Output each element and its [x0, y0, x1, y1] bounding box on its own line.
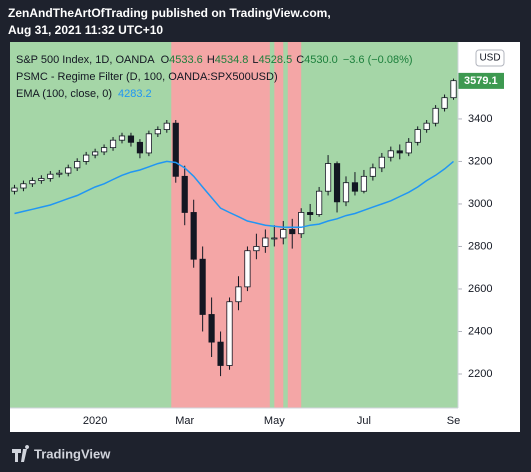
candle-body	[289, 229, 296, 235]
candle-body	[423, 122, 430, 130]
y-tick-label: 2600	[468, 283, 492, 295]
y-tick-label: 3000	[468, 198, 492, 210]
candle-body	[244, 250, 251, 288]
candle-body	[235, 286, 242, 303]
candle-body	[360, 175, 368, 192]
x-tick-label: 2020	[83, 415, 107, 427]
ohlc-value: 4528.5	[259, 54, 293, 66]
ema-line	[14, 160, 454, 229]
ohlc-value: 4530.0	[304, 54, 338, 66]
candle-body	[396, 150, 403, 154]
ema-value: 4283.2	[118, 88, 152, 100]
candle-body	[280, 229, 287, 239]
ohlc-key: O	[161, 54, 170, 66]
candle-body	[38, 178, 45, 181]
candle-body	[92, 151, 99, 156]
ohlc-key: C	[296, 54, 304, 66]
candle-body	[109, 139, 117, 149]
candle-body	[136, 141, 144, 154]
regime-zone	[274, 42, 284, 408]
candle-body	[154, 129, 161, 135]
candle-body	[316, 190, 323, 215]
x-tick-label: Jul	[357, 415, 371, 427]
candle-body	[65, 167, 72, 174]
candle-body	[29, 180, 36, 185]
candle-body	[208, 314, 215, 343]
candle-body	[441, 97, 448, 109]
plot	[10, 42, 458, 408]
footer-logo: TradingView	[12, 445, 111, 462]
candle-body	[199, 258, 206, 315]
candle-body	[450, 80, 457, 99]
publisher: ZenAndTheArtOfTrading published on Tradi…	[8, 6, 331, 20]
y-tick-label: 2200	[468, 368, 492, 380]
candle-body	[83, 154, 90, 162]
candle-body	[47, 173, 54, 179]
y-tick-label: 3400	[468, 113, 492, 125]
candle-body	[127, 135, 135, 143]
y-tick-label: 2800	[468, 240, 492, 252]
candle-body	[11, 187, 18, 192]
last-price: 3579.1	[464, 75, 498, 87]
legend-symbol: S&P 500 Index, 1D, OANDA O4533.6 H4534.8 L4…	[16, 54, 413, 66]
currency-box	[475, 49, 505, 67]
candle-body	[369, 167, 376, 177]
candle-body	[432, 107, 439, 124]
publish-date: Aug 31, 2021 11:32 UTC+10	[8, 23, 163, 37]
candle-body	[307, 212, 314, 215]
candle-body	[333, 163, 341, 203]
symbol: S&P 500 Index, 1D, OANDA	[16, 54, 155, 66]
legend-indicator: PSMC - Regime Filter (D, 100, OANDA:SPX5…	[16, 71, 278, 83]
ema-name: EMA (100, close, 0)	[16, 88, 112, 100]
candle-body	[145, 133, 152, 154]
change: −3.6 (−0.08%)	[343, 54, 413, 66]
candle-body	[253, 246, 260, 252]
ohlc-value: 4534.8	[215, 54, 249, 66]
candle-body	[324, 163, 332, 192]
candle-body	[414, 129, 421, 143]
legend-ema: EMA (100, close, 0) 4283.2	[16, 88, 152, 100]
candle-body	[298, 212, 305, 235]
x-tick-label: Mar	[175, 415, 194, 427]
candle-body	[262, 237, 269, 247]
ohlc-key: L	[252, 54, 258, 66]
candle-body	[100, 147, 108, 153]
ohlc-key: H	[207, 54, 215, 66]
candle-body	[226, 301, 233, 366]
candle-body	[181, 175, 188, 213]
candle-body	[56, 172, 63, 175]
x-tick-label: May	[264, 415, 285, 427]
candle-body	[163, 122, 170, 130]
candle-body	[405, 141, 412, 154]
candle-body	[378, 156, 385, 169]
candle-body	[118, 135, 126, 141]
candle-body	[271, 237, 278, 240]
candle-body	[217, 341, 224, 366]
candle-body	[190, 212, 197, 260]
x-tick-label: Se	[447, 415, 460, 427]
y-tick-label: 3200	[468, 155, 492, 167]
candle-body	[387, 150, 394, 158]
candle-body	[342, 182, 350, 203]
brand: TradingView	[34, 446, 111, 461]
currency: USD	[479, 53, 500, 64]
candle-body	[74, 161, 81, 169]
candle-body	[172, 122, 179, 177]
candle-body	[20, 183, 27, 189]
candle-body	[351, 182, 359, 192]
regime-zone	[287, 42, 302, 408]
ohlc-value: 4533.6	[169, 54, 203, 66]
last-price-tag	[458, 72, 504, 89]
y-tick-label: 2400	[468, 325, 492, 337]
